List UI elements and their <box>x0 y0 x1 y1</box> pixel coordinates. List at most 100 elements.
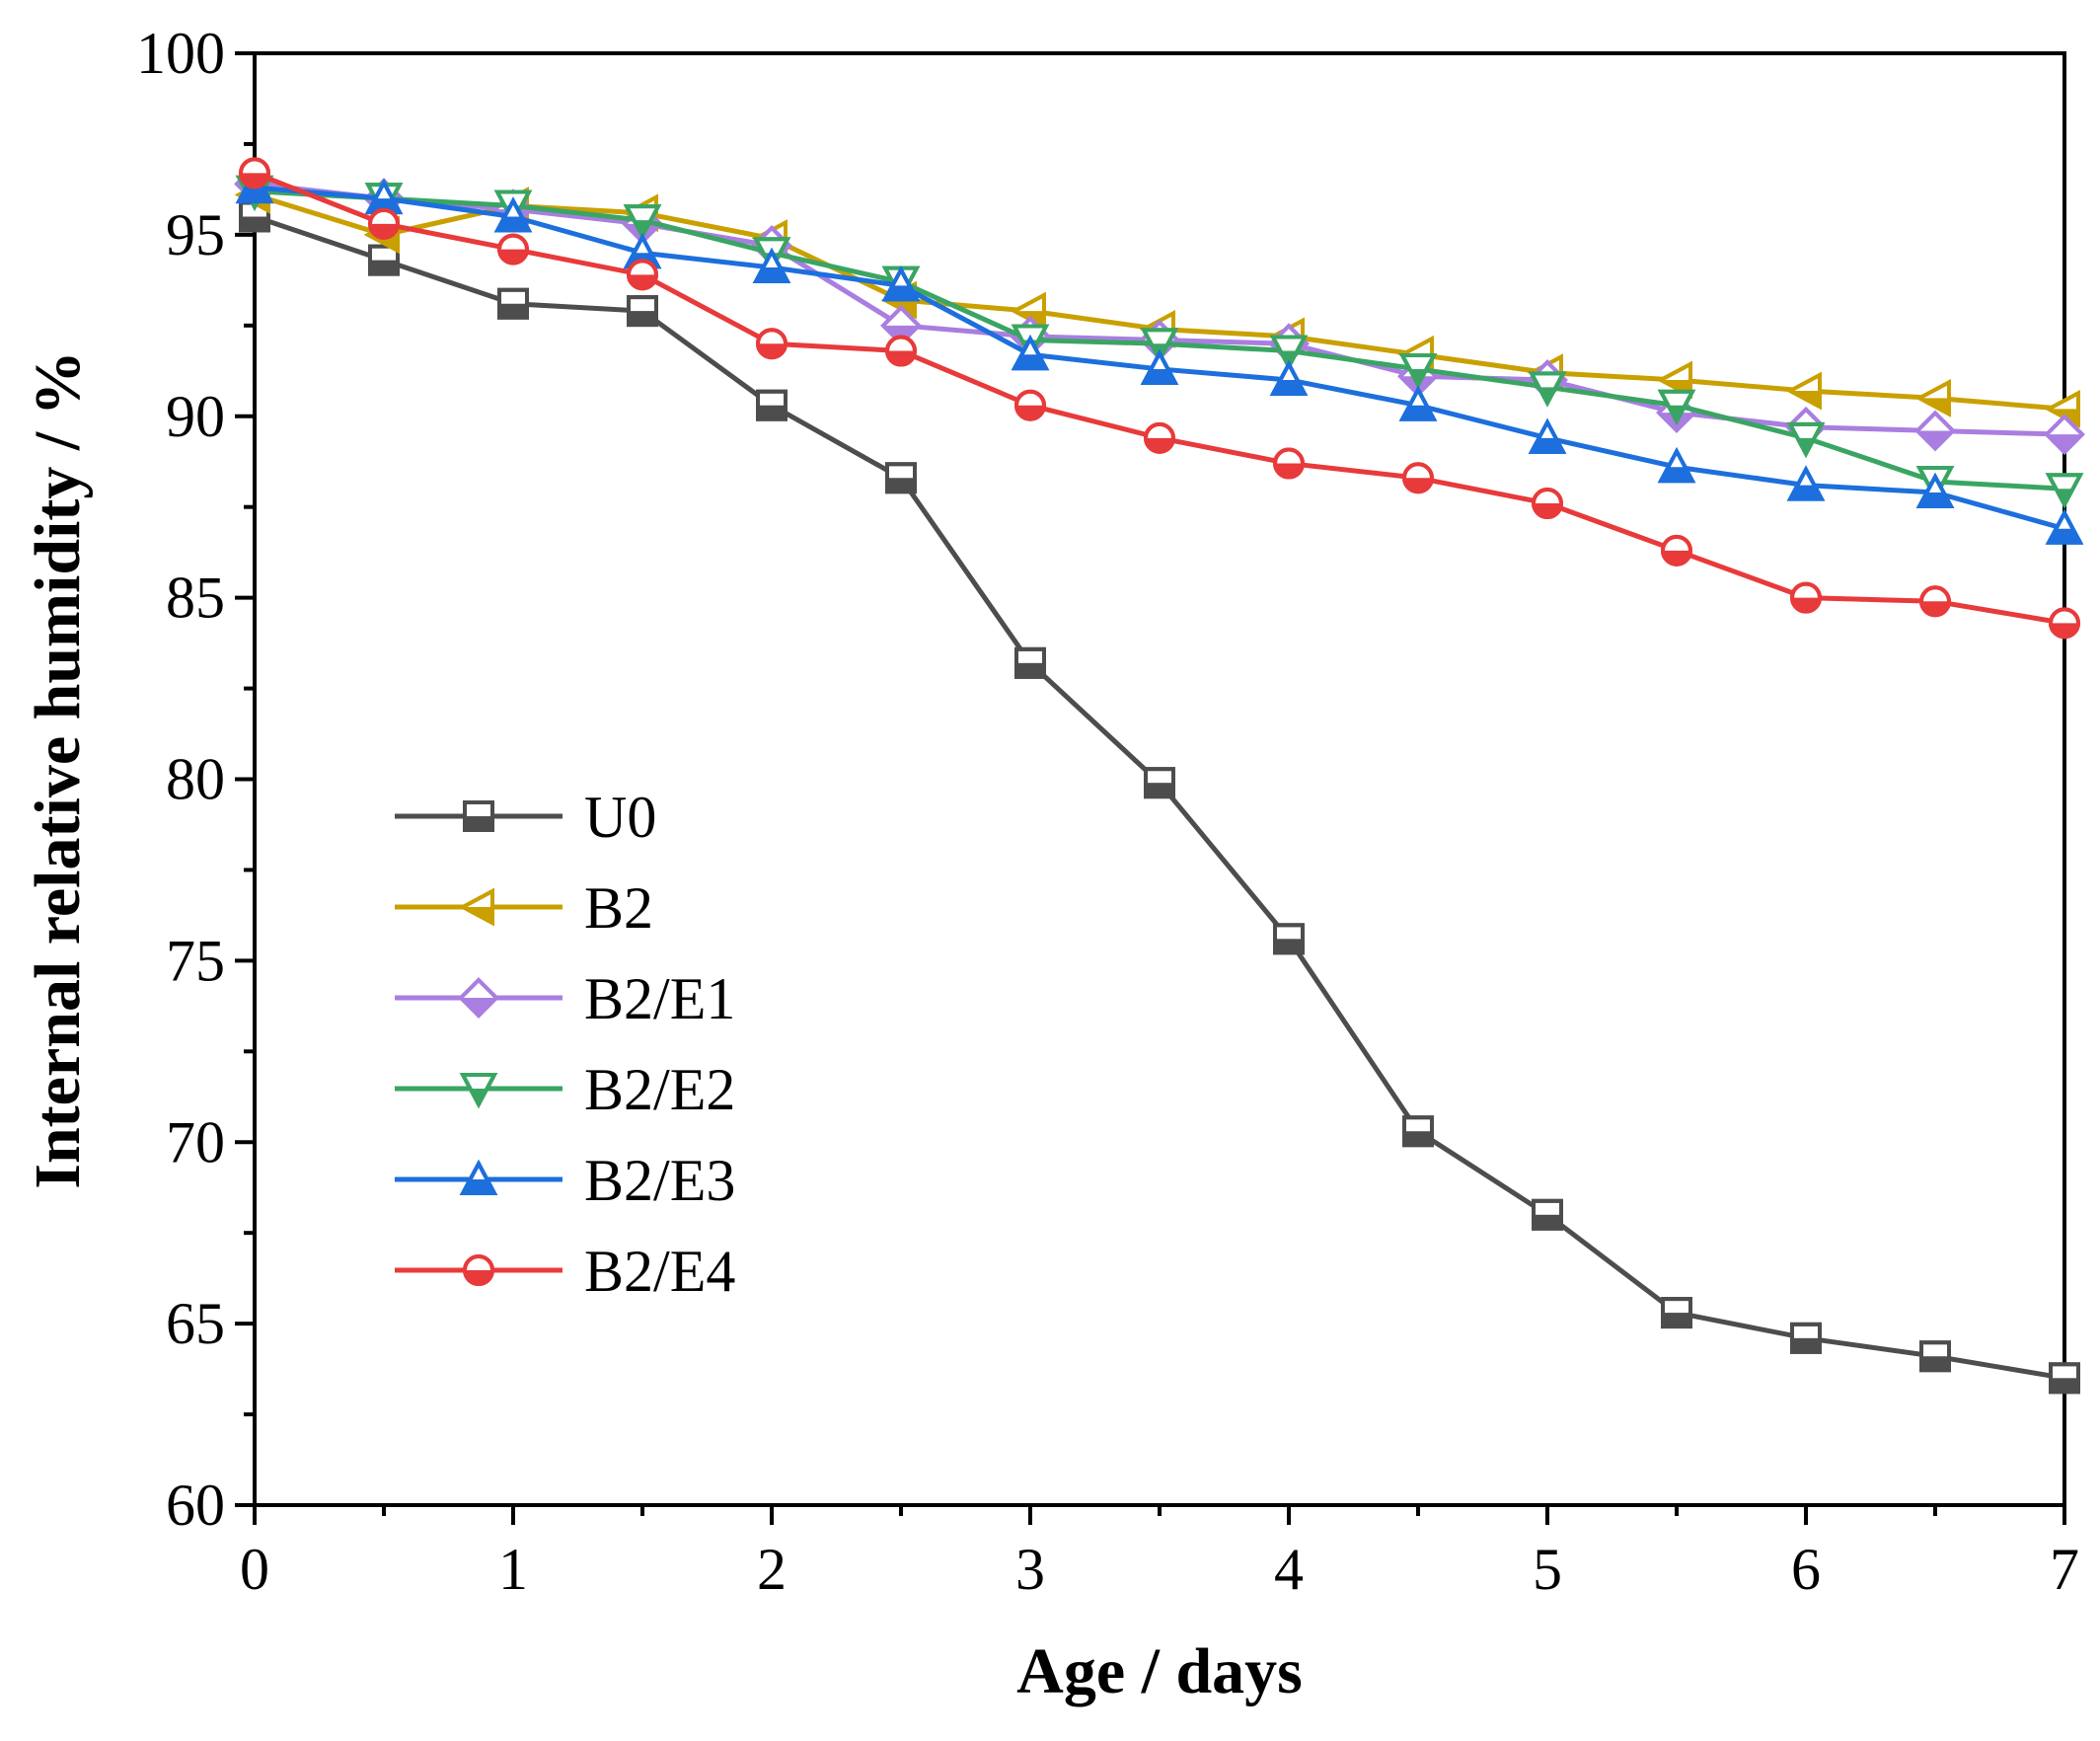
x-tick-label: 0 <box>240 1537 269 1602</box>
data-point <box>1919 585 1951 618</box>
y-tick-label: 100 <box>136 21 225 86</box>
data-point <box>1661 1297 1692 1329</box>
square-marker-fill <box>370 260 398 274</box>
triangle-down-marker-outline <box>1786 421 1826 459</box>
circle-marker-outline <box>885 335 917 367</box>
triangle-down-marker-outline <box>459 1073 498 1109</box>
triangle-down-marker-fill <box>635 220 650 237</box>
circle-marker-outline <box>368 207 400 240</box>
data-point <box>881 265 921 302</box>
data-point <box>497 233 529 265</box>
triangle-up-marker-fill <box>1661 467 1692 482</box>
square-marker-fill <box>1146 783 1173 797</box>
data-point <box>1398 385 1438 421</box>
data-point <box>1785 371 1822 411</box>
triangle-up-marker-fill <box>756 266 788 281</box>
triangle-down-marker-outline <box>1269 335 1309 371</box>
triangle-up-marker-fill <box>885 285 917 300</box>
square-marker-outline <box>885 462 917 494</box>
circle-marker-outline <box>463 1254 494 1286</box>
triangle-up-marker-fill <box>239 188 270 202</box>
legend: U0 B2 B2/E1 B2/E2 B2/E3 B2/E4 <box>395 785 735 1304</box>
data-point <box>1786 421 1826 459</box>
triangle-left-marker-outline <box>1914 379 1951 417</box>
square-marker-fill <box>758 405 786 419</box>
square-marker-outline <box>1661 1297 1692 1329</box>
data-point <box>1528 371 1567 408</box>
data-point <box>2045 508 2084 545</box>
legend-label: B2/E2 <box>584 1057 735 1122</box>
data-point <box>1011 334 1050 371</box>
series-u0 <box>239 200 2080 1395</box>
square-marker-fill <box>465 816 492 830</box>
x-axis-title: Age / days <box>1016 1635 1303 1707</box>
y-tick-label: 60 <box>166 1473 225 1538</box>
square-marker-outline <box>627 295 658 328</box>
data-point <box>756 389 788 421</box>
triangle-up-marker-fill <box>463 1179 494 1193</box>
legend-item-u0: U0 <box>395 785 656 850</box>
diamond-marker-fill <box>883 325 919 343</box>
square-marker-outline <box>1144 767 1175 799</box>
triangle-down-marker-fill <box>1798 437 1814 454</box>
y-axis-title: Internal relative humidity / % <box>22 350 94 1188</box>
square-marker-fill <box>1275 939 1303 953</box>
triangle-down-marker-outline <box>1140 328 1179 364</box>
triangle-down-marker-fill <box>1669 405 1685 421</box>
data-point <box>1532 488 1563 520</box>
data-point <box>2049 1362 2080 1395</box>
square-marker-fill <box>241 216 268 231</box>
diamond-marker-fill <box>461 998 496 1016</box>
data-point <box>1914 379 1951 417</box>
x-tick-label: 3 <box>1015 1537 1045 1602</box>
circle-marker-outline <box>1790 581 1822 614</box>
triangle-down-marker-fill <box>471 1089 487 1104</box>
series-b2-e3 <box>235 167 2084 545</box>
square-marker-fill <box>1016 662 1044 677</box>
data-point <box>493 196 533 233</box>
triangle-down-marker-outline <box>1915 465 1955 502</box>
circle-marker-outline <box>1273 447 1305 480</box>
data-point <box>1528 417 1567 454</box>
triangle-up-marker-outline <box>1269 359 1309 396</box>
legend-label: U0 <box>584 785 656 850</box>
triangle-down-marker-fill <box>1410 368 1426 385</box>
diamond-marker-outline <box>458 977 499 1019</box>
triangle-left-marker-outline <box>1785 371 1822 411</box>
data-point <box>1014 646 1046 679</box>
circle-marker-outline <box>2049 607 2080 640</box>
triangle-up-marker-outline <box>1915 472 1955 508</box>
data-point <box>623 204 662 241</box>
circle-marker-outline <box>1532 488 1563 520</box>
triangle-up-marker-fill <box>1532 437 1563 452</box>
diamond-marker-fill <box>2047 434 2082 453</box>
square-marker-fill <box>1792 1337 1820 1352</box>
triangle-up-marker-fill <box>1402 405 1434 419</box>
triangle-down-marker-outline <box>752 237 791 273</box>
diamond-marker-outline <box>2044 414 2085 455</box>
data-point <box>2044 414 2085 455</box>
y-tick-label: 85 <box>166 566 225 631</box>
data-point <box>1919 1340 1951 1373</box>
legend-item-b2-e1: B2/E1 <box>395 966 735 1031</box>
square-marker-outline <box>1790 1322 1822 1354</box>
triangle-up-marker-fill <box>1014 354 1046 369</box>
legend-item-b2-e3: B2/E3 <box>395 1148 735 1213</box>
data-point <box>2049 607 2080 640</box>
legend-item-b2-e2: B2/E2 <box>395 1057 735 1122</box>
square-marker-fill <box>1921 1356 1949 1371</box>
triangle-up-marker-fill <box>497 216 529 231</box>
x-tick-label: 6 <box>1791 1537 1821 1602</box>
x-tick-label: 1 <box>498 1537 528 1602</box>
triangle-up-marker-fill <box>2049 528 2080 543</box>
data-point <box>1786 465 1826 501</box>
data-point <box>1661 534 1692 567</box>
triangle-up-marker-outline <box>1140 348 1179 385</box>
square-marker-outline <box>1014 646 1046 679</box>
square-marker-outline <box>2049 1362 2080 1395</box>
diamond-marker-outline <box>1914 410 1956 452</box>
series-layer <box>234 157 2085 1395</box>
square-marker-outline <box>497 287 529 320</box>
data-point <box>2045 473 2084 509</box>
square-marker-fill <box>1404 1131 1432 1146</box>
